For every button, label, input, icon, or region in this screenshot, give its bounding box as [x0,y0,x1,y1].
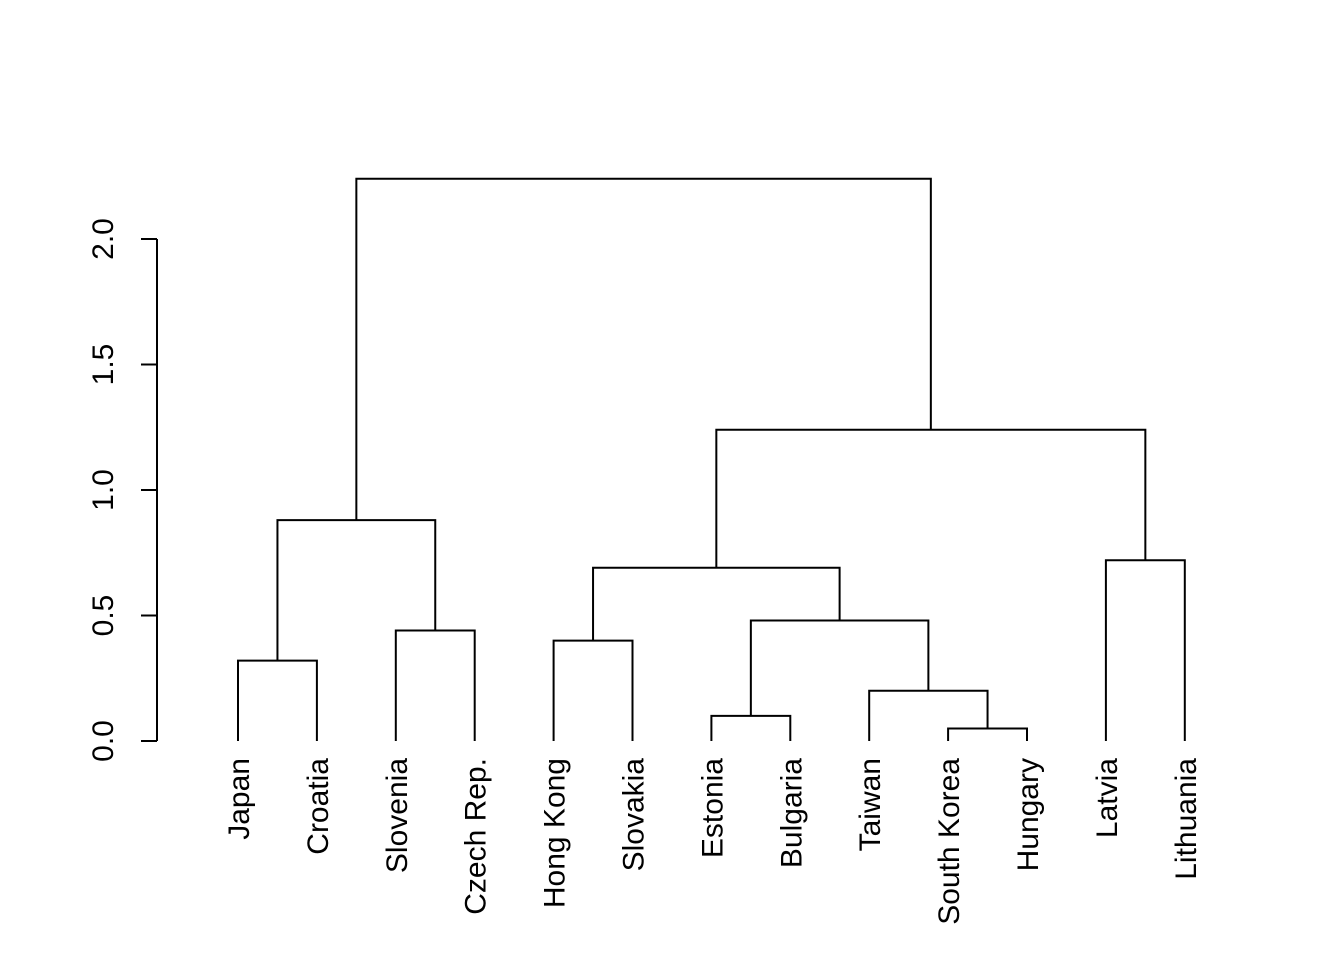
y-tick-label: 0.5 [87,595,120,637]
dendrogram-link [394,629,476,741]
dendrogram-links [237,177,1186,741]
leaf-label: South Korea [933,758,966,925]
dendrogram-link [749,619,930,716]
y-tick-label: 1.5 [87,344,120,386]
leaf-label: Hong Kong [539,758,572,908]
dendrogram-link [715,428,1147,568]
leaf-label: Estonia [696,758,729,858]
leaf-label: Japan [223,758,256,840]
leaf-label: Latvia [1091,758,1124,838]
dendrogram-link [1104,559,1186,741]
dendrogram-link [552,639,634,741]
y-tick-label: 0.0 [87,720,120,762]
dendrogram-link [237,659,318,741]
dendrogram-link [592,566,841,641]
leaf-label: Czech Rep. [460,758,493,915]
dendrogram-link [276,519,437,661]
leaf-label: Taiwan [854,758,887,851]
leaf-label: Slovakia [618,758,651,872]
dendrogram-link [947,727,1028,741]
leaf-label: Croatia [302,758,335,855]
dendrogram-link [868,689,989,741]
dendrogram-link [355,177,932,521]
y-tick-label: 1.0 [87,469,120,511]
leaf-labels: Japan Croatia Slovenia Czech Rep. Hong Kong S… [223,758,1203,925]
y-axis: 0.0 0.5 1.0 1.5 2.0 [87,218,158,762]
leaf-label: Hungary [1012,758,1045,871]
leaf-label: Lithuania [1170,758,1203,880]
dendrogram-link [710,714,792,741]
leaf-label: Bulgaria [775,758,808,868]
y-tick-label: 2.0 [87,218,120,260]
leaf-label: Slovenia [381,758,414,873]
